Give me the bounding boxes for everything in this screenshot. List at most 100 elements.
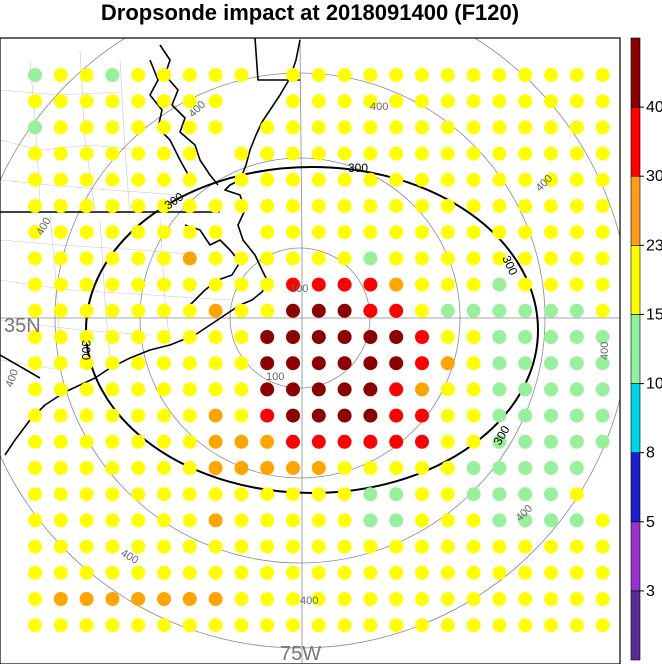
impact-dot [105,277,120,292]
impact-dot [157,146,171,161]
impact-dot [208,565,223,580]
impact-dot [157,487,171,502]
impact-dot [466,172,481,187]
impact-dot [53,303,68,318]
impact-dot [79,199,94,213]
impact-dot [105,539,120,554]
impact-dot [440,382,455,397]
impact-dot [492,408,507,423]
impact-dot [389,172,404,187]
impact-dot [286,120,300,135]
impact-dot [544,618,558,633]
impact-dot [466,251,481,266]
impact-dot [182,356,197,371]
impact-dot [260,434,275,449]
impact-dot [105,225,120,240]
colorbar-label: 8 [646,445,655,462]
impact-dot [337,461,352,475]
colorbar-segment [630,175,641,246]
ring-label: 400 [599,342,611,360]
impact-dot [440,172,455,187]
impact-dot [415,94,429,109]
impact-dot [234,565,249,580]
impact-dot [286,172,300,187]
impact-dot [28,539,42,554]
impact-dot [440,330,455,344]
impact-dot [466,382,481,397]
state-border-md-de [254,38,300,81]
impact-dot [466,94,481,109]
impact-dot [415,251,429,266]
impact-dot [440,94,455,109]
impact-dot [440,199,455,213]
impact-dot [105,434,120,449]
colorbar-segment [630,521,641,592]
impact-dot [466,461,481,475]
impact-dot [234,461,249,475]
impact-dot [518,146,533,161]
impact-dot [208,434,223,449]
impact-dot [105,408,120,423]
colorbar-label: 15 [646,306,662,323]
impact-dot [389,251,404,266]
ring-label: 400 [300,595,318,607]
impact-dot [208,539,223,554]
impact-dot [286,513,300,528]
impact-dot [53,592,68,606]
impact-dot [492,513,507,528]
impact-dot [286,539,300,554]
impact-dot [53,565,68,580]
plot-area [0,38,620,664]
impact-dot [157,251,171,266]
impact-dot [569,592,584,606]
colorbar-label: 23 [646,237,662,254]
impact-dot [234,434,249,449]
impact-dot [389,487,404,502]
impact-dot [544,434,558,449]
impact-dot [337,303,352,318]
impact-dot [595,199,610,213]
impact-dot [518,382,533,397]
impact-dot [182,408,197,423]
impact-dot [131,461,146,475]
impact-dot [337,172,352,187]
impact-dot [260,461,275,475]
impact-dot [569,225,584,240]
impact-dot [286,330,300,344]
impact-dot [544,303,558,318]
impact-dot [53,94,68,109]
impact-dot [466,539,481,554]
impact-dot [208,120,223,135]
impact-dot [182,251,197,266]
impact-dot [286,251,300,266]
impact-dot [466,330,481,344]
impact-dot [415,434,429,449]
impact-dot [440,251,455,266]
impact-dot [363,251,378,266]
impact-dot [79,592,94,606]
impact-dot [131,172,146,187]
impact-dot [28,146,42,161]
impact-dot [157,565,171,580]
impact-dot [337,68,352,82]
impact-dot [492,618,507,633]
impact-dot [544,539,558,554]
impact-dot [440,68,455,82]
impact-dot [105,330,120,344]
impact-dots [28,68,610,633]
impact-dot [182,592,197,606]
impact-dot [182,225,197,240]
impact-dot [131,94,146,109]
impact-dot [182,303,197,318]
impact-dot [105,68,120,82]
impact-dot [466,303,481,318]
impact-dot [337,120,352,135]
impact-dot [440,408,455,423]
impact-dot [440,592,455,606]
impact-dot [131,487,146,502]
impact-dot [53,251,68,266]
impact-dot [389,434,404,449]
impact-dot [492,382,507,397]
impact-dot [466,434,481,449]
colorbar-segment [630,314,641,384]
